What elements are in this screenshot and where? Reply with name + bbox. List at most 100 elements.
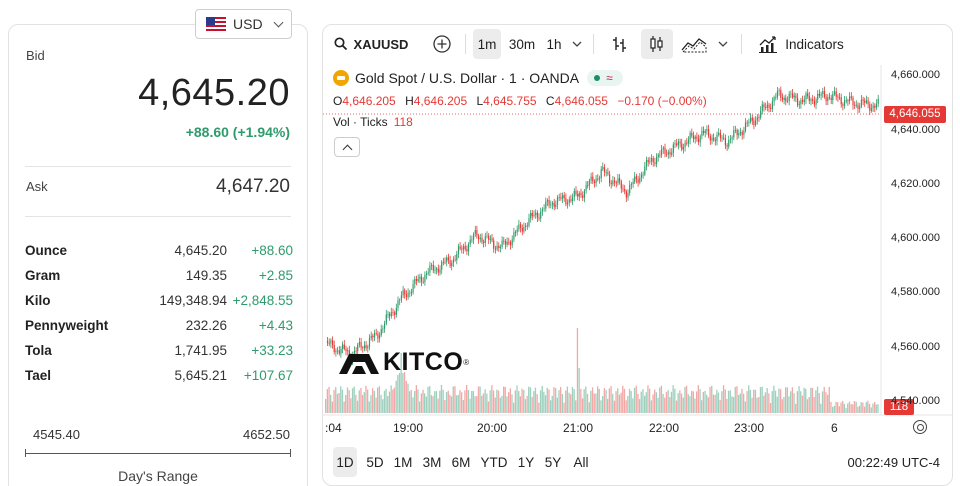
candle-body [405,294,407,298]
candle-body [758,117,760,118]
volume-bar [477,386,480,413]
volume-bar [539,390,542,413]
candle-body [516,229,518,233]
compare-button[interactable] [427,29,457,59]
volume-bar [675,400,678,413]
candle-body [751,117,753,121]
volume-bar [414,391,416,413]
candle-body [724,138,726,146]
volume-bar [863,406,866,413]
candle-body [603,167,606,173]
candle-body [743,130,745,136]
collapse-legend-button[interactable] [334,137,360,157]
candle-body [610,182,612,185]
range-1d[interactable]: 1D [333,447,357,477]
currency-select[interactable]: USD [195,9,292,39]
volume-bar [484,389,486,413]
candle-body [835,91,837,97]
range-3m[interactable]: 3M [422,454,442,470]
change-value: −0.170 (−0.00%) [617,94,707,108]
unit-change: +2,848.55 [232,293,293,308]
candle-body [602,167,604,170]
area-chart-type-button[interactable] [677,29,711,59]
volume-bar [830,401,832,413]
volume-bar [380,394,382,413]
range-ytd[interactable]: YTD [480,454,508,470]
interval-1m[interactable]: 1m [473,29,501,59]
candle-body [483,241,485,243]
candle-body [335,350,337,353]
volume-bar [711,385,713,413]
high-value: 4,646.205 [413,94,468,108]
interval-dropdown[interactable] [569,29,585,59]
toolbar-divider [741,34,742,54]
volume-bar [657,397,659,413]
bar-chart-type-button[interactable] [605,29,635,59]
candle-body [864,100,866,103]
candle-body [620,181,622,189]
volume-bar [763,395,765,413]
candle-body [456,253,458,261]
volume-bar [795,403,797,413]
chevron-down-icon [572,41,582,47]
volume-bar [350,398,352,413]
candle-body [770,107,772,109]
candle-body [595,178,597,184]
range-all[interactable]: All [573,454,589,470]
candle-body [839,97,841,99]
candle-body [746,122,748,124]
volume-bar [511,394,513,413]
y-tick-label: 4,580.000 [891,286,940,298]
candle-body [399,299,401,301]
candle-chart-type-button[interactable] [641,29,673,59]
volume-bar [810,387,812,413]
range-5y[interactable]: 5Y [544,454,562,470]
candle-body [446,257,448,262]
volume-bar [741,388,743,413]
volume-bar [672,385,674,413]
price-chart[interactable] [323,25,953,445]
volume-bar [365,385,367,413]
volume-bar [853,401,856,413]
volume-bar [544,395,547,413]
candle-body [588,180,590,186]
volume-bar [776,396,778,413]
volume-bar [501,395,503,413]
candle-body [734,130,737,131]
chart-settings-icon[interactable] [913,420,927,434]
x-tick-label: 20:00 [477,421,508,435]
ohlc-values: O4,646.205 H4,646.205 L4,645.755 C4,646.… [333,94,713,108]
candle-body [462,246,465,250]
volume-bar [717,392,720,413]
volume-bar [588,402,590,413]
interval-30m[interactable]: 30m [508,36,536,52]
candle-body [372,335,374,338]
volume-bar [642,389,644,413]
y-tick-label: 4,640.000 [891,124,940,136]
symbol-search-button[interactable]: XAUUSD [331,29,411,59]
volume-bar [655,392,657,413]
candle-body [550,204,552,206]
candle-body [553,202,555,207]
interval-1h[interactable]: 1h [546,36,562,52]
candle-body [600,169,602,179]
volume-bar [603,388,605,413]
candle-body [721,137,723,139]
volume-bar [600,400,602,413]
open-value: 4,646.205 [342,94,396,108]
search-icon [333,37,347,51]
range-5d[interactable]: 5D [366,454,384,470]
volume-bar [486,393,488,413]
chart-type-dropdown[interactable] [715,29,731,59]
volume-bar [325,399,327,413]
range-1y[interactable]: 1Y [517,454,535,470]
candle-body [469,239,471,245]
volume-bar [425,396,427,413]
indicators-button[interactable]: Indicators [751,29,851,59]
range-6m[interactable]: 6M [451,454,471,470]
volume-bar [526,395,528,413]
candle-body [385,314,387,324]
candle-body [332,340,334,346]
range-1m[interactable]: 1M [393,454,413,470]
volume-bar [617,388,619,413]
